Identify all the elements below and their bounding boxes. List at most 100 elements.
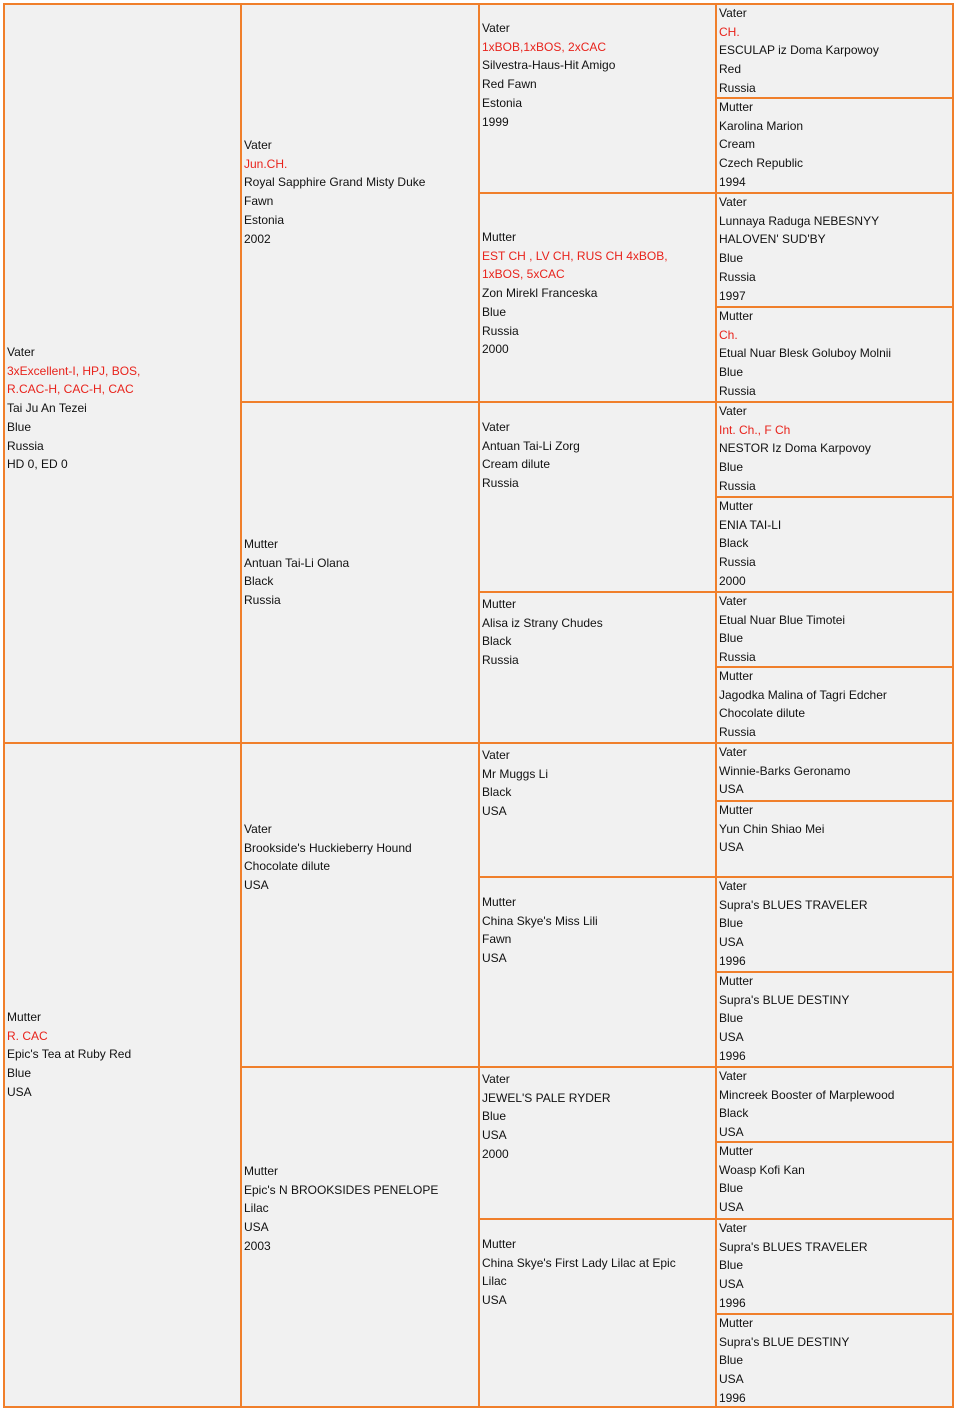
info-line: USA: [719, 840, 744, 855]
ancestor-gen3-6: Mutter China Skye's Miss Lili Fawn USA: [478, 876, 717, 1068]
info-line: Blue: [7, 1066, 32, 1081]
info-line: USA: [482, 951, 507, 966]
info-line: Russia: [719, 383, 756, 398]
info-line: Antuan Tai-Li Olana: [244, 555, 350, 570]
ancestor-gen4-1: Vater CH. ESCULAP iz Doma Karpowoy Red Russi…: [715, 3, 954, 99]
info-line: Supra's BLUE DESTINY: [719, 992, 850, 1007]
ancestor-gen4-11: Vater Supra's BLUES TRAVELER Blue USA 1996: [715, 876, 954, 973]
info-line: Fawn: [244, 194, 274, 209]
info-line: Russia: [719, 80, 756, 95]
info-line: Blue: [719, 1011, 744, 1026]
info-line: Black: [719, 536, 749, 551]
info-line: Yun Chin Shiao Mei: [719, 821, 825, 836]
info-line: Mutter: [719, 1316, 754, 1330]
info-line: Vater: [719, 879, 747, 893]
info-line: Lilac: [482, 1274, 507, 1289]
info-line: USA: [719, 1200, 744, 1215]
info-line: Vater: [719, 745, 747, 759]
ancestor-gen2-1: Vater Jun.CH. Royal Sapphire Grand Misty D…: [240, 3, 480, 403]
info-line: Supra's BLUES TRAVELER: [719, 897, 868, 912]
ancestor-gen4-8: Mutter Jagodka Malina of Tagri Edcher Choc…: [715, 666, 954, 744]
info-line: Fawn: [482, 932, 512, 947]
info-line: USA: [244, 878, 269, 893]
info-line: USA: [244, 1220, 269, 1235]
title-line: 3xExcellent-I, HPJ, BOS,: [7, 363, 141, 378]
info-line: Red: [719, 62, 742, 77]
info-line: Mutter: [482, 597, 517, 611]
ancestor-gen3-5: Vater Mr Muggs Li Black USA: [478, 742, 717, 878]
info-line: Mutter: [244, 537, 279, 551]
ancestor-gen3-4: Mutter Alisa iz Strany Chudes Black Russia: [478, 591, 717, 744]
info-line: USA: [719, 782, 744, 797]
title-line: 1xBOS, 5xCAC: [482, 267, 565, 282]
info-line: Silvestra-Haus-Hit Amigo: [482, 58, 616, 73]
ancestor-gen4-10: Mutter Yun Chin Shiao Mei USA: [715, 800, 954, 878]
info-line: Royal Sapphire Grand Misty Duke: [244, 175, 426, 190]
info-line: Red Fawn: [482, 77, 537, 92]
ancestor-gen4-2: Mutter Karolina Marion Cream Czech Republic…: [715, 97, 954, 194]
info-line: USA: [7, 1084, 32, 1099]
ancestor-gen4-5: Vater Int. Ch., F Ch NESTOR Iz Doma Karpov…: [715, 401, 954, 498]
info-line: USA: [719, 1125, 744, 1140]
ancestor-gen4-9: Vater Winnie-Barks Geronamo USA: [715, 742, 954, 802]
ancestor-gen2-4: Mutter Epic's N BROOKSIDES PENELOPE Lilac U…: [240, 1066, 480, 1408]
info-line: Mutter: [482, 230, 517, 244]
info-line: Etual Nuar Blue Timotei: [719, 612, 846, 627]
info-line: Blue: [719, 460, 744, 475]
info-line: Russia: [7, 438, 44, 453]
info-line: Blue: [719, 365, 744, 380]
ancestor-gen4-14: Mutter Woasp Kofi Kan Blue USA: [715, 1141, 954, 1220]
info-line: Mutter: [719, 309, 754, 323]
info-line: Mutter: [719, 1144, 754, 1158]
info-line: Blue: [719, 251, 744, 266]
info-line: Mutter: [719, 499, 754, 513]
info-line: Estonia: [482, 95, 523, 110]
title-line: R.CAC-H, CAC-H, CAC: [7, 382, 134, 397]
info-line: USA: [719, 1030, 744, 1045]
info-line: Antuan Tai-Li Zorg: [482, 438, 580, 453]
ancestor-gen2-3: Vater Brookside's Huckieberry Hound Chocol…: [240, 742, 480, 1068]
info-line: Czech Republic: [719, 156, 804, 171]
title-line: Int. Ch., F Ch: [719, 422, 791, 437]
info-line: Mutter: [244, 1164, 279, 1178]
ancestor-gen3-1: Vater 1xBOB,1xBOS, 2xCAC Silvestra-Haus-Hi…: [478, 3, 717, 194]
info-line: Cream: [719, 137, 756, 152]
info-line: Mutter: [719, 803, 754, 817]
info-line: Mutter: [7, 1010, 42, 1024]
ancestor-gen4-15: Vater Supra's BLUES TRAVELER Blue USA 1996: [715, 1218, 954, 1315]
info-line: Blue: [719, 631, 744, 646]
info-line: Supra's BLUE DESTINY: [719, 1334, 850, 1349]
info-line: Lunnaya Raduga NEBESNYY: [719, 213, 880, 228]
info-line: JEWEL'S PALE RYDER: [482, 1090, 611, 1105]
info-line: Vater: [482, 1072, 510, 1086]
ancestor-gen4-13: Vater Mincreek Booster of Marplewood Black…: [715, 1066, 954, 1143]
info-line: USA: [719, 1372, 744, 1387]
info-line: Mutter: [482, 895, 517, 909]
info-line: Vater: [7, 345, 35, 359]
info-line: Blue: [719, 1181, 744, 1196]
ancestor-gen2-2: Mutter Antuan Tai-Li Olana Black Russia: [240, 401, 480, 744]
info-line: Vater: [482, 420, 510, 434]
ancestor-gen4-12: Mutter Supra's BLUE DESTINY Blue USA 1996: [715, 971, 954, 1068]
title-line: 1xBOB,1xBOS, 2xCAC: [482, 39, 607, 54]
ancestor-gen3-7: Vater JEWEL'S PALE RYDER Blue USA 2000: [478, 1066, 717, 1220]
info-line: 1999: [482, 114, 509, 129]
info-line: 2002: [244, 231, 271, 246]
info-line: Russia: [244, 593, 281, 608]
ancestor-gen3-3: Vater Antuan Tai-Li Zorg Cream dilute Russi…: [478, 401, 717, 593]
info-line: Russia: [719, 478, 756, 493]
info-line: Vater: [244, 138, 272, 152]
info-line: Vater: [719, 1221, 747, 1235]
info-line: 1996: [719, 1295, 746, 1310]
info-line: HD 0, ED 0: [7, 457, 68, 472]
info-line: Jagodka Malina of Tagri Edcher: [719, 687, 887, 702]
info-line: Mr Muggs Li: [482, 766, 549, 781]
info-line: 1996: [719, 953, 746, 968]
title-line: Jun.CH.: [244, 156, 288, 171]
info-line: Russia: [719, 725, 756, 740]
info-line: Black: [719, 1106, 749, 1121]
info-line: China Skye's Miss Lili: [482, 913, 598, 928]
info-line: Winnie-Barks Geronamo: [719, 763, 851, 778]
info-line: Black: [244, 574, 274, 589]
info-line: Russia: [719, 555, 756, 570]
